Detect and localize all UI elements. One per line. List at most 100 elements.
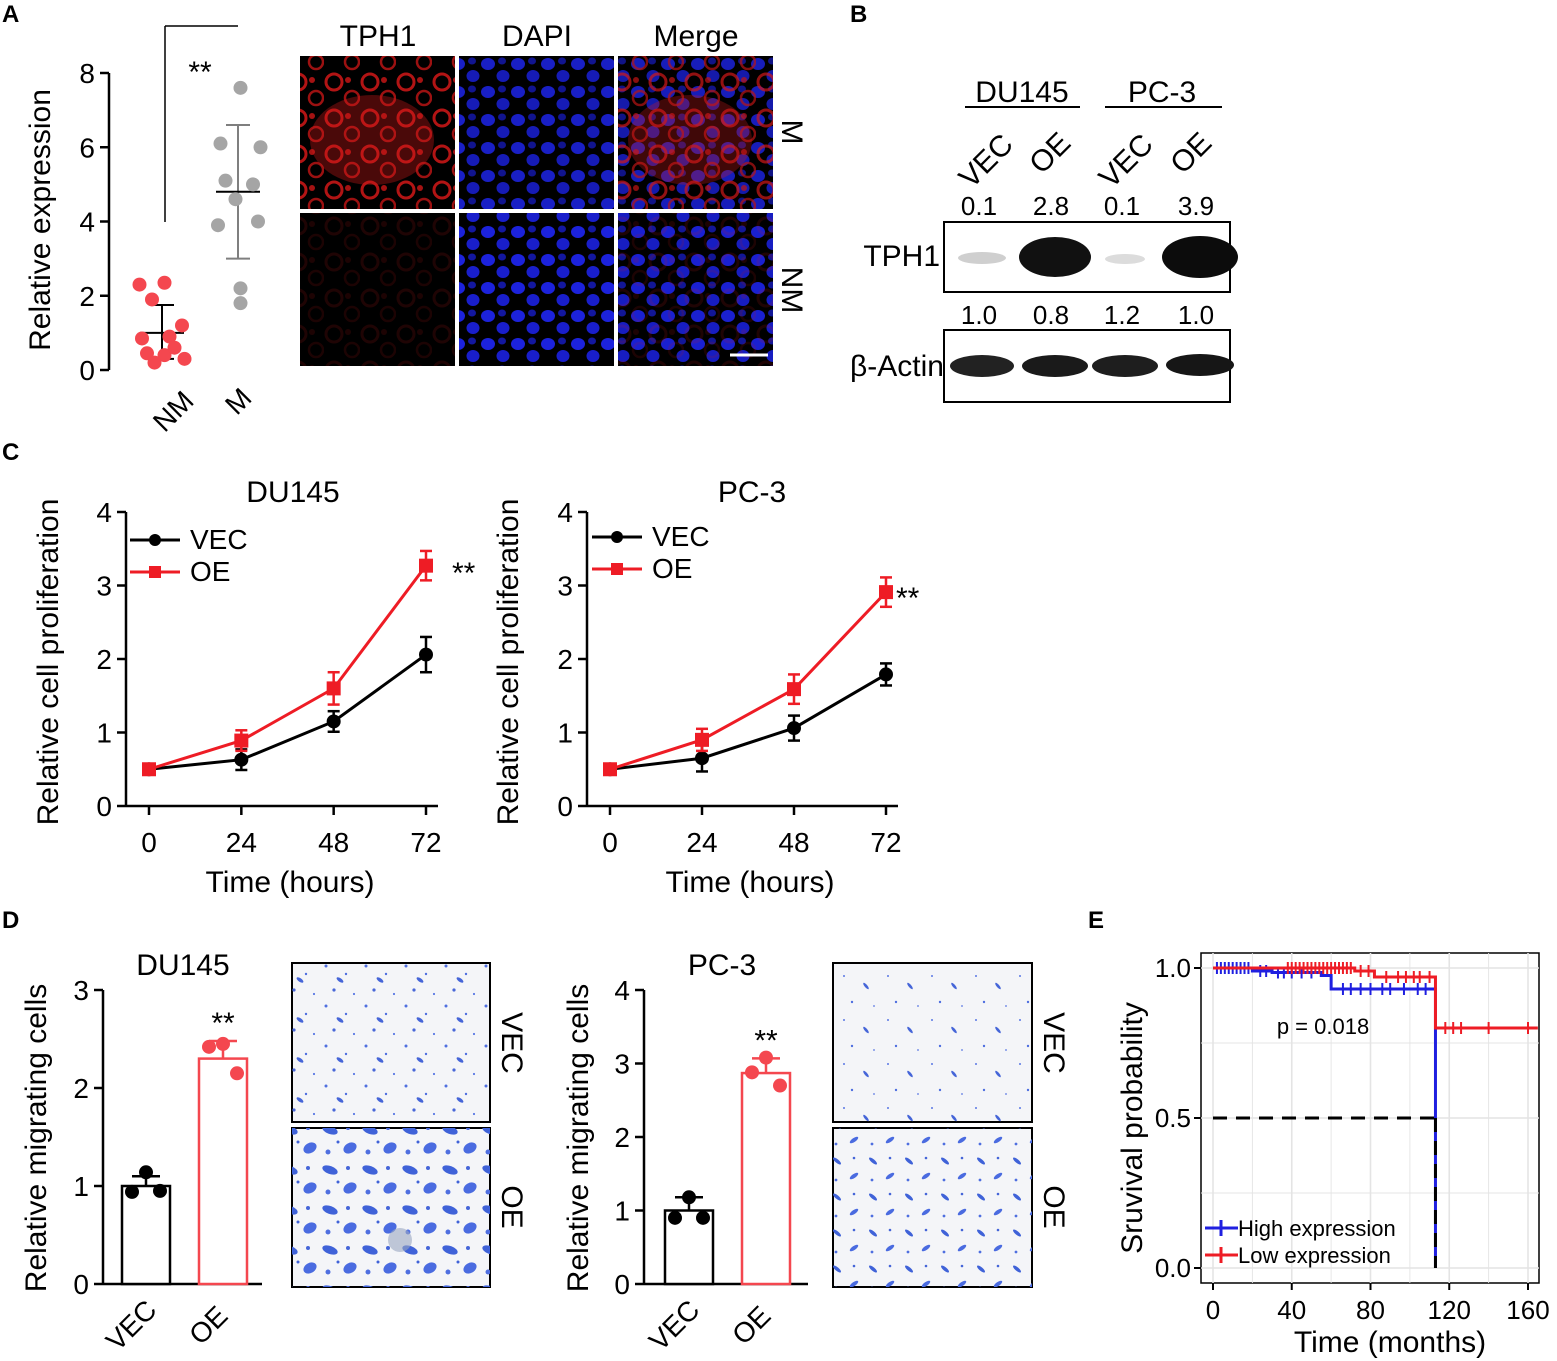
- data-point: [145, 292, 159, 307]
- data-point: [233, 281, 248, 296]
- ytick-label: 1.0: [1155, 953, 1191, 983]
- legend-marker-vec: [611, 531, 623, 543]
- data-point: [251, 214, 265, 229]
- xtick-label-vec: VEC: [100, 1294, 163, 1357]
- tph1-quant-4: 3.9: [1178, 191, 1214, 221]
- img-label-pc3-oe: OE: [1037, 1185, 1070, 1228]
- data-point: [668, 1210, 682, 1225]
- ytick-label: 3: [96, 571, 112, 602]
- data-point: [695, 751, 709, 766]
- data-point: [787, 721, 801, 736]
- xtick-label-oe: OE: [726, 1300, 777, 1351]
- lane-label-2: OE: [1023, 126, 1077, 180]
- data-point: [216, 1036, 230, 1051]
- panel-a-significance: **: [188, 56, 212, 89]
- img-row-label-nm: NM: [775, 267, 808, 314]
- panel-letter-d: D: [2, 907, 19, 934]
- ytick-label: 8: [79, 58, 95, 89]
- xtick-label: 24: [686, 827, 717, 858]
- ytick-label: 0: [79, 355, 95, 386]
- ytick-label: 2: [79, 281, 95, 312]
- ytick-label: 3: [73, 975, 89, 1006]
- panel-c-pc3-title: PC-3: [718, 476, 786, 509]
- bar-vec: [120, 1184, 172, 1286]
- panel-letter-a: A: [2, 1, 19, 28]
- data-point: [234, 752, 249, 767]
- data-point: [125, 1184, 139, 1199]
- legend-label-vec: VEC: [190, 524, 248, 555]
- ytick-label: 4: [614, 975, 630, 1006]
- data-point: [167, 340, 182, 355]
- ytick-label: 4: [96, 497, 112, 528]
- km-curve-high: [1213, 966, 1437, 1268]
- legend-label-oe: OE: [652, 553, 692, 584]
- panel-c-pc3-legend: VEC OE: [592, 521, 710, 584]
- panel-e: E 0 40 80 120 160 0.0 0.5 1.0 Sruvival probabil…: [1088, 907, 1550, 1359]
- data-point: [695, 732, 709, 747]
- legend-marker-vec: [149, 534, 161, 546]
- actin-quant-3: 1.2: [1104, 300, 1140, 330]
- data-point: [879, 585, 893, 600]
- xtick-label-vec: VEC: [643, 1294, 706, 1357]
- img-label-pc3-vec: VEC: [1037, 1012, 1070, 1074]
- ytick-label: 4: [79, 207, 95, 238]
- ytick-label: 0.5: [1155, 1103, 1191, 1133]
- ytick-label: 2: [96, 644, 112, 675]
- panel-c-du145-ylabel: Relative cell proliferation: [32, 499, 65, 826]
- data-point: [147, 355, 162, 370]
- bar-oe: [740, 1071, 792, 1286]
- ytick-label: 3: [614, 1049, 630, 1080]
- data-point: [253, 140, 268, 155]
- panel-d-pc3-ylabel: Relative migrating cells: [562, 984, 595, 1292]
- xtick-label: 40: [1277, 1295, 1306, 1325]
- legend-label-low: Low expression: [1238, 1243, 1391, 1268]
- panel-c-du145-xlabel: Time (hours): [206, 866, 375, 899]
- data-point: [139, 1165, 153, 1180]
- panel-a-ylabel: Relative expression: [24, 89, 57, 351]
- migration-images-pc3: VEC OE: [832, 962, 1070, 1288]
- data-point: [759, 1050, 773, 1065]
- data-point: [233, 296, 248, 311]
- data-point: [211, 218, 225, 233]
- data-point: [419, 558, 433, 573]
- xtick-label: 72: [870, 827, 901, 858]
- xtick-label: 24: [226, 827, 257, 858]
- panel-a: A Relative expression 0 2 4 6 8 ** NM M TPH1…: [2, 1, 808, 438]
- panel-e-ylabel: Sruvival probability: [1116, 1002, 1149, 1254]
- panel-c-pc3-xlabel: Time (hours): [666, 866, 835, 899]
- panel-a-xtick-nm: NM: [147, 385, 200, 438]
- panel-c-du145-title: DU145: [246, 476, 339, 509]
- km-curve-low: [1213, 966, 1538, 1030]
- actin-quant-2: 0.8: [1033, 300, 1069, 330]
- data-point: [142, 762, 156, 777]
- panel-d-du145-title: DU145: [136, 949, 229, 982]
- data-point: [162, 329, 177, 344]
- panel-letter-c: C: [2, 439, 19, 466]
- data-point: [132, 277, 147, 292]
- legend-marker-oe: [611, 563, 623, 575]
- panel-c-du145-significance: **: [452, 557, 476, 590]
- actin-quant-1: 1.0: [961, 300, 997, 330]
- significance: **: [211, 1007, 235, 1040]
- series-line-oe: [148, 564, 428, 771]
- data-point: [177, 351, 192, 366]
- xtick-label: 0: [602, 827, 618, 858]
- data-point: [135, 331, 149, 346]
- panel-d-du145-ylabel: Relative migrating cells: [20, 984, 53, 1292]
- ytick-label: 4: [557, 497, 573, 528]
- data-point: [787, 682, 801, 697]
- legend-label-vec: VEC: [652, 521, 710, 552]
- ytick-label: 1: [73, 1171, 89, 1202]
- panel-c-du145-chart: DU145 Relative cell proliferation Time (…: [32, 476, 476, 899]
- img-col-label-tph1: TPH1: [340, 20, 417, 53]
- bar-oe: [197, 1057, 249, 1286]
- panel-d-pc3-title: PC-3: [688, 949, 756, 982]
- data-point: [879, 667, 893, 682]
- img-label-du145-oe: OE: [495, 1185, 528, 1228]
- band-label-actin: β-Actin: [850, 350, 944, 383]
- data-point: [213, 136, 228, 151]
- tph1-quant-1: 0.1: [961, 191, 997, 221]
- tph1-quant-2: 2.8: [1033, 191, 1069, 221]
- img-col-label-merge: Merge: [653, 20, 738, 53]
